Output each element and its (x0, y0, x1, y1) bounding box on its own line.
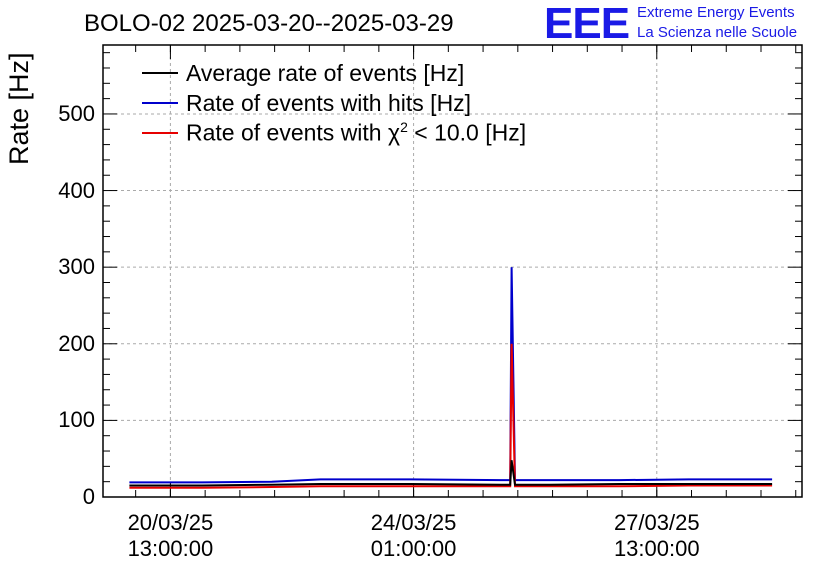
y-tick-label: 500 (58, 100, 95, 126)
legend-label-chi2-main: Rate of events with χ (186, 119, 401, 146)
legend-item-chi2: Rate of events with χ2 < 10.0 [Hz] (142, 118, 526, 148)
legend-label-hits: Rate of events with hits [Hz] (186, 89, 472, 116)
x-tick-label-time: 01:00:00 (370, 536, 457, 561)
legend-label-chi2-sup: 2 (400, 119, 408, 136)
chart-title: BOLO-02 2025-03-20--2025-03-29 (84, 10, 454, 37)
eee-logo-icon: EEE (544, 2, 630, 42)
x-tick-label-time: 13:00:00 (613, 536, 700, 561)
legend-label-chi2-tail: < 10.0 [Hz] (407, 119, 527, 146)
x-tick-label-date: 27/03/25 (613, 510, 700, 535)
legend-swatch-hits (142, 102, 178, 104)
legend-swatch-chi2 (142, 132, 178, 134)
x-tick-label-date: 24/03/25 (370, 510, 457, 535)
x-tick-label: 20/03/25 13:00:00 (100, 510, 240, 562)
x-tick-label: 24/03/25 01:00:00 (344, 510, 484, 562)
logo-caption: Extreme Energy Events La Scienza nelle S… (637, 3, 797, 43)
y-tick-label: 0 (82, 484, 95, 509)
x-tick-label-date: 20/03/25 (127, 510, 214, 535)
y-tick-label: 200 (58, 330, 95, 356)
legend-item-hits: Rate of events with hits [Hz] (142, 88, 471, 118)
legend-swatch-average (142, 72, 178, 74)
legend-label-average: Average rate of events [Hz] (186, 59, 465, 86)
y-axis-label: Rate [Hz] (4, 52, 34, 165)
series-line-0 (129, 460, 773, 487)
series-line-2 (129, 343, 773, 489)
legend-label-chi2: Rate of events with χ2 < 10.0 [Hz] (186, 119, 526, 147)
y-tick-label: 100 (58, 407, 95, 433)
x-tick-label: 27/03/25 13:00:00 (587, 510, 727, 562)
plot-frame (102, 44, 803, 498)
logo-line-1: Extreme Energy Events (637, 4, 795, 21)
x-tick-label-time: 13:00:00 (127, 536, 214, 561)
series-line-1 (129, 267, 773, 484)
legend-item-average: Average rate of events [Hz] (142, 58, 464, 88)
y-tick-label: 400 (58, 177, 95, 203)
eee-logo-text: EEE (544, 2, 629, 42)
y-tick-label: 300 (58, 254, 95, 280)
logo-line-2: La Scienza nelle Scuole (637, 24, 798, 41)
